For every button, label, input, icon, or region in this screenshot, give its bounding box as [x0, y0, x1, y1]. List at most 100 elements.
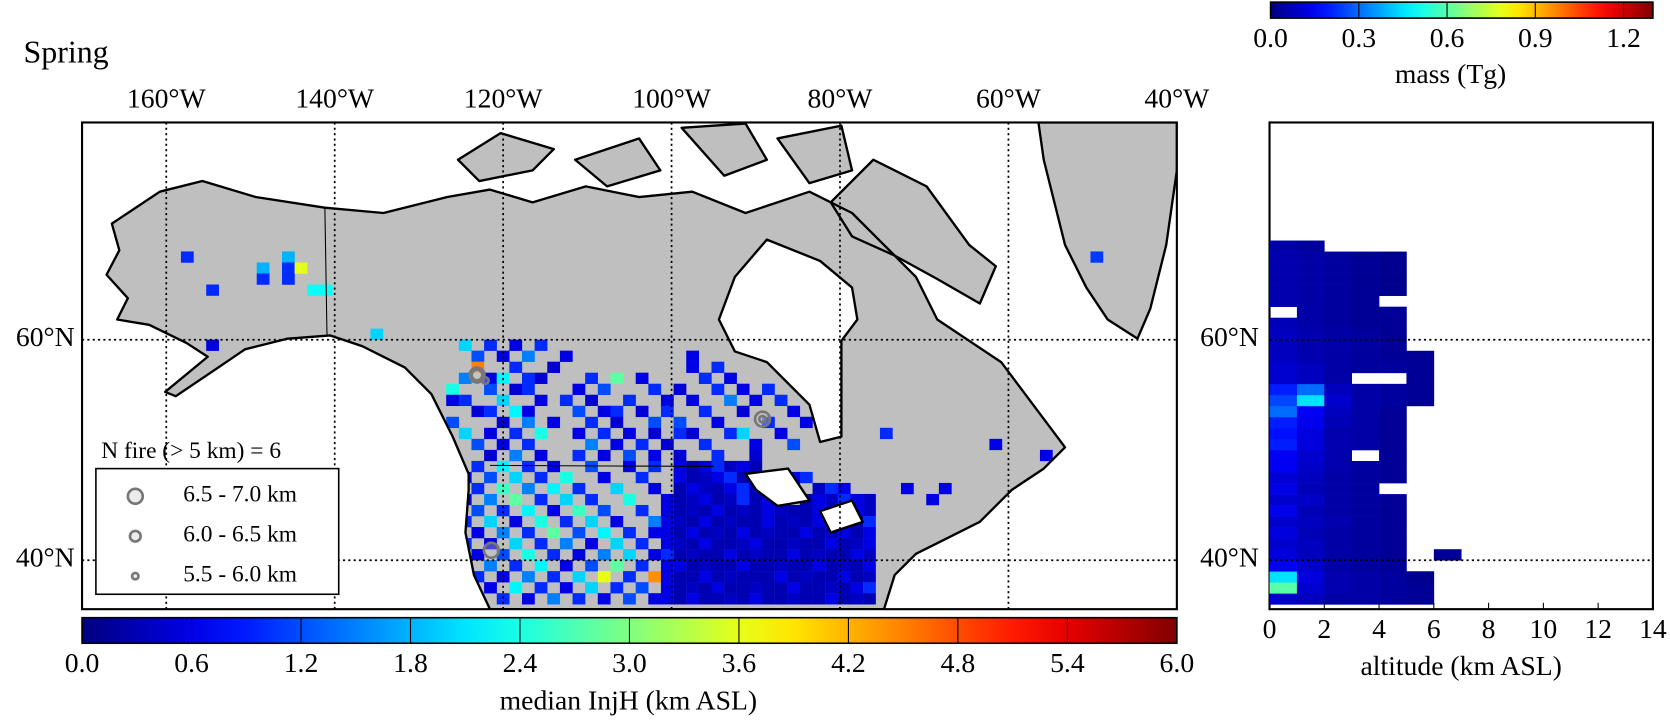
cell — [660, 438, 674, 451]
cell — [623, 449, 636, 462]
cell — [711, 593, 725, 605]
cell — [660, 493, 674, 506]
hist-cell — [1351, 538, 1380, 550]
hist-cell — [1379, 328, 1407, 341]
hist-cell — [1324, 449, 1352, 462]
cell — [471, 504, 485, 517]
cell — [762, 527, 775, 539]
hist-cell — [1269, 361, 1298, 374]
hist-cell — [1324, 328, 1352, 341]
cell — [660, 527, 674, 539]
hist-cell — [1324, 582, 1352, 594]
cell — [989, 438, 1003, 451]
cell — [648, 449, 662, 462]
cell — [623, 394, 636, 407]
hist-cell — [1269, 240, 1298, 252]
cell — [547, 593, 561, 605]
cell — [446, 416, 459, 429]
hist-cell — [1351, 494, 1380, 506]
cell — [787, 527, 801, 539]
cell — [610, 516, 624, 528]
cell — [863, 538, 876, 550]
cell — [496, 350, 510, 362]
cell — [736, 593, 750, 605]
cell — [724, 549, 737, 561]
hist-cell — [1269, 372, 1298, 385]
hist-cell — [1351, 461, 1380, 473]
cell — [825, 560, 838, 572]
cell — [749, 460, 763, 473]
cell — [673, 582, 687, 594]
cell — [585, 372, 598, 384]
hist-cell — [1351, 394, 1380, 407]
cell — [496, 482, 510, 495]
cell — [774, 427, 788, 440]
hist-cell — [1324, 549, 1352, 561]
cell — [711, 560, 725, 572]
hist-cell — [1269, 582, 1298, 594]
hist-cell — [1379, 339, 1407, 352]
cell — [850, 560, 864, 572]
hist-cell — [1379, 472, 1407, 484]
cell — [370, 328, 384, 340]
cell — [749, 571, 763, 583]
cell — [686, 549, 700, 561]
cell — [509, 582, 523, 594]
cell — [585, 460, 598, 473]
hist-cell — [1296, 306, 1325, 319]
cell — [686, 516, 700, 528]
cell — [471, 405, 485, 418]
hist-cell — [1296, 560, 1325, 572]
cell — [749, 394, 763, 407]
hist-cell — [1379, 494, 1407, 506]
cell — [837, 560, 851, 572]
colorbar-tick-label: 3.0 — [612, 647, 647, 678]
cell — [812, 549, 826, 561]
cell — [812, 482, 826, 495]
cell — [471, 571, 485, 583]
hist-cell — [1379, 560, 1407, 572]
hist-cell — [1351, 251, 1380, 263]
hist-cell — [1296, 472, 1325, 484]
hist-cell — [1351, 549, 1380, 561]
hist-cell — [1324, 383, 1352, 396]
cell — [610, 405, 624, 418]
colorbar-label: mass (Tg) — [1395, 58, 1506, 89]
hist-cell — [1406, 383, 1435, 396]
cell — [698, 504, 712, 517]
cell — [660, 560, 674, 572]
cell — [787, 538, 801, 550]
hist-cell — [1351, 483, 1380, 495]
cell — [496, 504, 510, 517]
cell — [850, 571, 864, 583]
cell — [572, 504, 586, 517]
hist-cell — [1324, 405, 1352, 418]
cell — [724, 471, 737, 484]
hist-cell — [1296, 505, 1325, 517]
cell — [698, 538, 712, 550]
x-tick-label: 120°W — [464, 83, 544, 114]
cell — [534, 427, 548, 440]
cell — [736, 516, 750, 528]
cell — [534, 372, 548, 384]
cell — [547, 416, 561, 429]
colorbar-tick-label: 0.6 — [1430, 22, 1465, 53]
cell — [610, 482, 624, 495]
cell — [484, 582, 497, 594]
hist-cell — [1351, 317, 1380, 330]
cell — [484, 383, 497, 396]
cell — [509, 538, 523, 550]
hist-cell — [1324, 251, 1352, 263]
hist-cell — [1296, 262, 1325, 274]
cell — [572, 482, 586, 495]
cell — [635, 560, 649, 572]
cell — [724, 582, 737, 594]
hist-cell — [1296, 538, 1325, 550]
cell — [547, 504, 561, 517]
cell — [724, 538, 737, 550]
hist-cell — [1379, 538, 1407, 550]
cell — [673, 427, 687, 440]
hist-cell — [1296, 273, 1325, 285]
cell — [585, 493, 598, 506]
